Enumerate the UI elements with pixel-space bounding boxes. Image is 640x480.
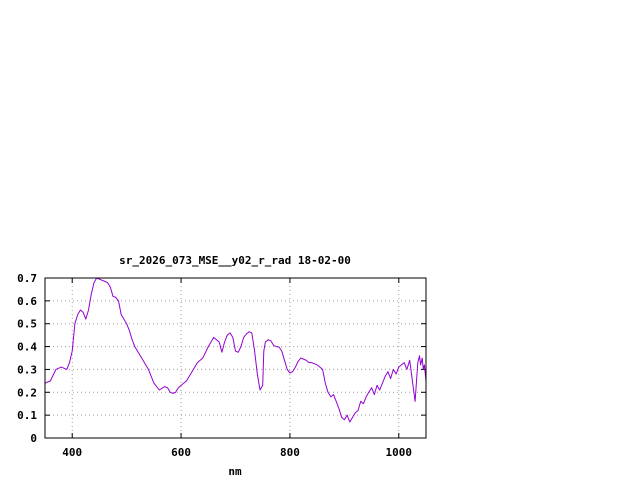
x-tick-label: 800 xyxy=(280,446,300,459)
grid-lines xyxy=(45,278,426,438)
series-layer xyxy=(44,277,427,423)
y-tick-label: 0.3 xyxy=(17,363,37,376)
plot-frame xyxy=(44,277,427,439)
y-tick-label: 0.1 xyxy=(17,409,37,422)
y-tick-label: 0.2 xyxy=(17,386,37,399)
y-tick-label: 0 xyxy=(30,432,37,445)
x-tick-labels: 400 600 800 1000 xyxy=(62,446,412,459)
x-axis-label: nm xyxy=(228,465,242,478)
x-tick-label: 1000 xyxy=(386,446,413,459)
axis-ticks xyxy=(45,277,426,439)
x-tick-label: 600 xyxy=(171,446,191,459)
y-tick-labels: 0 0.1 0.2 0.3 0.4 0.5 0.6 0.7 xyxy=(17,272,37,445)
x-tick-label: 400 xyxy=(62,446,82,459)
y-tick-label: 0.5 xyxy=(17,318,37,331)
y-tick-label: 0.7 xyxy=(17,272,37,285)
chart-title: sr_2026_073_MSE__y02_r_rad 18-02-00 xyxy=(119,254,351,267)
series-line-0 xyxy=(44,277,427,423)
y-tick-label: 0.6 xyxy=(17,295,37,308)
y-tick-label: 0.4 xyxy=(17,341,37,354)
